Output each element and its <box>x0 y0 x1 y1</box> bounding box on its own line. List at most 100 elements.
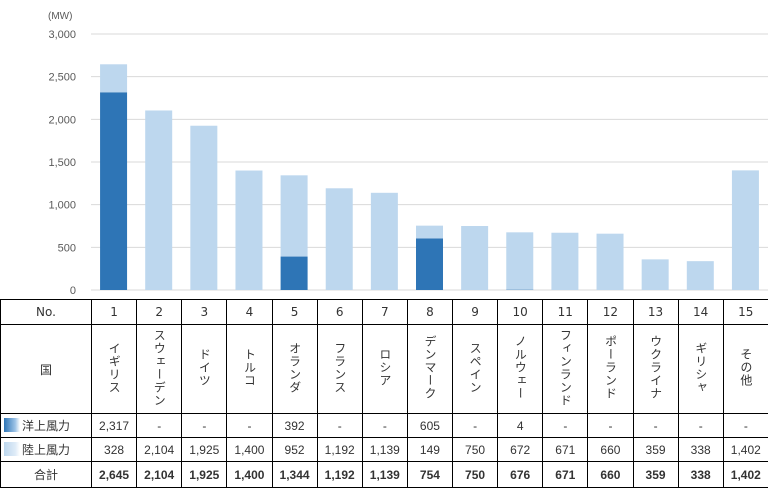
rank-cell: 4 <box>227 300 272 325</box>
country-cell: オランダ <box>272 325 317 414</box>
stacked-bar-chart: (MW) 0 500 1,000 1,500 2,000 2,500 3,000 <box>0 0 768 299</box>
y-tick-label: 1,000 <box>48 200 76 212</box>
offshore-value-cell: - <box>453 414 498 438</box>
onshore-bar-2 <box>145 110 172 290</box>
y-tick-label: 1,500 <box>48 157 76 169</box>
rank-cell: 7 <box>362 300 407 325</box>
onshore-bar-8 <box>416 226 443 239</box>
country-cell: デンマーク <box>407 325 452 414</box>
onshore-bar-5 <box>281 175 308 256</box>
offshore-value-cell: - <box>678 414 723 438</box>
offshore-value-cell: 392 <box>272 414 317 438</box>
country-cell: スペイン <box>453 325 498 414</box>
onshore-value-cell: 952 <box>272 438 317 462</box>
onshore-value-cell: 1,192 <box>317 438 362 462</box>
offshore-value-cell: - <box>362 414 407 438</box>
no-header: No. <box>1 300 92 325</box>
y-tick-label: 3,000 <box>48 29 76 41</box>
rank-cell: 1 <box>92 300 137 325</box>
onshore-value-cell: 672 <box>498 438 543 462</box>
y-tick-label: 2,000 <box>48 114 76 126</box>
country-cell: ウクライナ <box>633 325 678 414</box>
onshore-value-cell: 1,139 <box>362 438 407 462</box>
onshore-bar-15 <box>732 170 759 290</box>
onshore-value-cell: 328 <box>92 438 137 462</box>
offshore-value-cell: - <box>182 414 227 438</box>
offshore-legend-swatch <box>4 418 20 432</box>
country-cell-text: ギリシャ <box>694 342 708 394</box>
offshore-value-cell: - <box>543 414 588 438</box>
country-cell-text: ノルウェー <box>513 335 527 400</box>
rank-cell: 9 <box>453 300 498 325</box>
onshore-value-cell: 1,400 <box>227 438 272 462</box>
onshore-value-cell: 338 <box>678 438 723 462</box>
rank-cell: 11 <box>543 300 588 325</box>
rank-cell: 13 <box>633 300 678 325</box>
y-axis-unit: (MW) <box>48 11 72 22</box>
onshore-bar-14 <box>687 261 714 290</box>
onshore-bar-9 <box>461 226 488 290</box>
country-cell: イギリス <box>92 325 137 414</box>
onshore-bar-3 <box>190 126 217 290</box>
country-cell: ギリシャ <box>678 325 723 414</box>
country-cell-text: フィンランド <box>558 329 572 407</box>
country-cell: その他 <box>723 325 768 414</box>
rank-cell: 2 <box>137 300 182 325</box>
rank-cell: 12 <box>588 300 633 325</box>
offshore-value-cell: 2,317 <box>92 414 137 438</box>
country-cell-text: その他 <box>739 348 753 387</box>
onshore-value-cell: 750 <box>453 438 498 462</box>
onshore-legend-label: 陸上風力 <box>22 443 70 457</box>
onshore-bar-7 <box>371 193 398 290</box>
offshore-legend: 洋上風力 <box>1 414 92 438</box>
y-tick-label: 500 <box>58 242 76 254</box>
offshore-legend-label: 洋上風力 <box>22 419 70 433</box>
onshore-value-cell: 660 <box>588 438 633 462</box>
onshore-value-cell: 359 <box>633 438 678 462</box>
onshore-value-cell: 149 <box>407 438 452 462</box>
rank-cell: 10 <box>498 300 543 325</box>
rank-cell: 8 <box>407 300 452 325</box>
country-cell-text: オランダ <box>288 342 302 394</box>
rank-cell: 15 <box>723 300 768 325</box>
rank-cell: 6 <box>317 300 362 325</box>
country-cell-text: トルコ <box>242 348 256 387</box>
onshore-bar-11 <box>551 233 578 290</box>
onshore-value-cell: 2,104 <box>137 438 182 462</box>
offshore-value-cell: - <box>227 414 272 438</box>
onshore-value-cell: 1,402 <box>723 438 768 462</box>
onshore-bar-10 <box>506 232 533 289</box>
country-cell-text: ドイツ <box>197 348 211 387</box>
offshore-value-cell: - <box>633 414 678 438</box>
onshore-bar-4 <box>235 171 262 290</box>
rank-cell: 14 <box>678 300 723 325</box>
country-cell-text: デンマーク <box>423 335 437 400</box>
offshore-value-cell: - <box>137 414 182 438</box>
country-cell-text: フランス <box>333 342 347 394</box>
onshore-bar-1 <box>100 64 127 92</box>
offshore-bar-1 <box>100 92 127 290</box>
onshore-value-cell: 671 <box>543 438 588 462</box>
offshore-bar-8 <box>416 238 443 290</box>
country-cell: フィンランド <box>543 325 588 414</box>
onshore-bar-12 <box>597 234 624 290</box>
onshore-bar-6 <box>326 188 353 290</box>
onshore-value-cell: 1,925 <box>182 438 227 462</box>
country-cell-text: ウクライナ <box>649 335 663 400</box>
y-tick-label: 0 <box>70 285 76 297</box>
onshore-legend-swatch <box>4 442 20 456</box>
country-cell: フランス <box>317 325 362 414</box>
offshore-value-cell: - <box>317 414 362 438</box>
y-tick-label: 2,500 <box>48 72 76 84</box>
offshore-value-cell: - <box>588 414 633 438</box>
rank-cell: 5 <box>272 300 317 325</box>
country-cell: ノルウェー <box>498 325 543 414</box>
country-cell: トルコ <box>227 325 272 414</box>
country-cell-text: イギリス <box>107 342 121 394</box>
country-cell: ドイツ <box>182 325 227 414</box>
offshore-value-cell: 605 <box>407 414 452 438</box>
country-cell-text: スウェーデン <box>152 329 166 407</box>
country-cell: ロシア <box>362 325 407 414</box>
country-cell-text: スペイン <box>468 342 482 394</box>
